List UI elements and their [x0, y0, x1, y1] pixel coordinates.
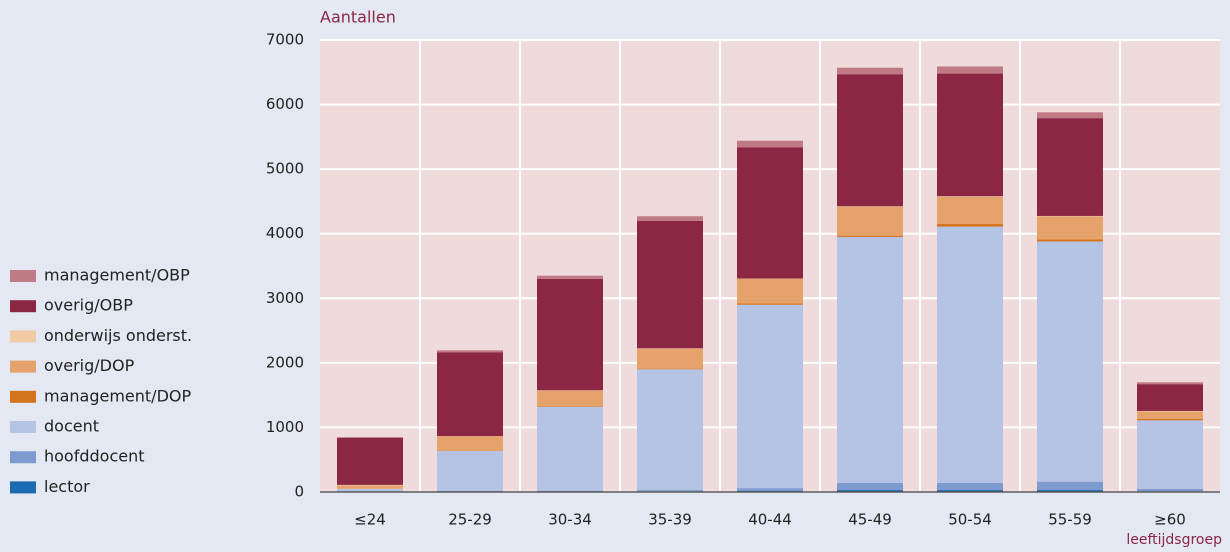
bar-segment: [837, 236, 903, 483]
bar-segment: [1037, 490, 1103, 492]
bar-segment: [1037, 112, 1103, 119]
bar-segment: [937, 196, 1003, 225]
y-tick-label: 5000: [266, 160, 304, 178]
x-tick-label: 25-29: [448, 511, 492, 529]
y-tick-label: 1000: [266, 418, 304, 436]
bar-segment: [1137, 384, 1203, 411]
x-tick-label: ≤24: [354, 511, 386, 529]
legend-label: overig/OBP: [44, 296, 133, 315]
legend-label: onderwijs onderst.: [44, 326, 192, 345]
bar-segment: [1137, 411, 1203, 420]
bar-segment: [537, 490, 603, 492]
bar-segment: [537, 275, 603, 279]
y-axis-label: Aantallen: [320, 8, 396, 27]
legend-label: docent: [44, 417, 99, 436]
bar-segment: [837, 67, 903, 75]
y-tick-label: 7000: [266, 31, 304, 49]
bar-segment: [437, 436, 503, 451]
bar-segment: [1137, 419, 1203, 421]
bar-segment: [937, 482, 1003, 491]
legend-swatch: [10, 390, 36, 403]
y-tick-label: 3000: [266, 289, 304, 307]
bar-segment: [637, 369, 703, 491]
bar-segment: [1037, 118, 1103, 216]
bar-segment: [937, 73, 1003, 197]
bar-segment: [337, 484, 403, 486]
bar-segment: [437, 450, 503, 492]
legend-label: lector: [44, 477, 90, 496]
y-tick-label: 0: [294, 483, 304, 501]
bar-segment: [737, 147, 803, 279]
legend-label: management/OBP: [44, 266, 190, 285]
bar-segment: [337, 437, 403, 485]
bar-segment: [637, 368, 703, 370]
legend-label: hoofddocent: [44, 447, 145, 466]
bar-segment: [1137, 488, 1203, 492]
bar-segment: [437, 352, 503, 437]
bar-segment: [1037, 241, 1103, 482]
x-axis-label: leeftijdsgroep: [1126, 532, 1222, 548]
legend-swatch: [10, 360, 36, 373]
y-tick-label: 2000: [266, 353, 304, 371]
bar-segment: [437, 350, 503, 353]
x-tick-label: 35-39: [648, 511, 692, 529]
bar-segment: [837, 482, 903, 491]
bar-segment: [537, 390, 603, 407]
bar-segment: [837, 490, 903, 492]
bar-segment: [737, 304, 803, 489]
bar-segment: [937, 226, 1003, 483]
x-tick-label: 50-54: [948, 511, 992, 529]
bar-segment: [1137, 382, 1203, 385]
bar-segment: [737, 303, 803, 305]
bar-segment: [337, 437, 403, 438]
x-tick-label: ≥60: [1154, 511, 1186, 529]
x-tick-label: 55-59: [1048, 511, 1092, 529]
bar-segment: [637, 348, 703, 369]
bar-segment: [637, 220, 703, 349]
bar-segment: [737, 140, 803, 148]
bar-segment: [737, 488, 803, 491]
bar-segment: [337, 488, 403, 492]
bar-segment: [337, 485, 403, 489]
y-tick-label: 4000: [266, 224, 304, 242]
bar-segment: [937, 224, 1003, 227]
y-tick-label: 6000: [266, 95, 304, 113]
legend-swatch: [10, 481, 36, 494]
bar-segment: [1037, 239, 1103, 242]
bar-segment: [537, 278, 603, 391]
bar-segment: [1037, 216, 1103, 240]
bar-segment: [637, 490, 703, 492]
bar-segment: [737, 278, 803, 304]
x-tick-label: 40-44: [748, 511, 792, 529]
bar-segment: [937, 66, 1003, 74]
legend-swatch: [10, 270, 36, 282]
bar-segment: [1137, 420, 1203, 489]
legend-swatch: [10, 421, 36, 433]
bar-segment: [937, 490, 1003, 492]
bar-segment: [537, 406, 603, 491]
legend-label: management/DOP: [44, 386, 191, 405]
x-tick-label: 45-49: [848, 511, 892, 529]
bar-segment: [1037, 481, 1103, 491]
legend-swatch: [10, 330, 36, 343]
legend-label: overig/DOP: [44, 356, 135, 375]
bar-segment: [837, 74, 903, 207]
bar-segment: [537, 406, 603, 407]
bar-segment: [837, 206, 903, 236]
bar-segment: [937, 196, 1003, 197]
bar-segment: [837, 235, 903, 237]
x-tick-label: 30-34: [548, 511, 592, 529]
legend-swatch: [10, 300, 36, 313]
bar-segment: [637, 216, 703, 221]
legend-swatch: [10, 451, 36, 464]
